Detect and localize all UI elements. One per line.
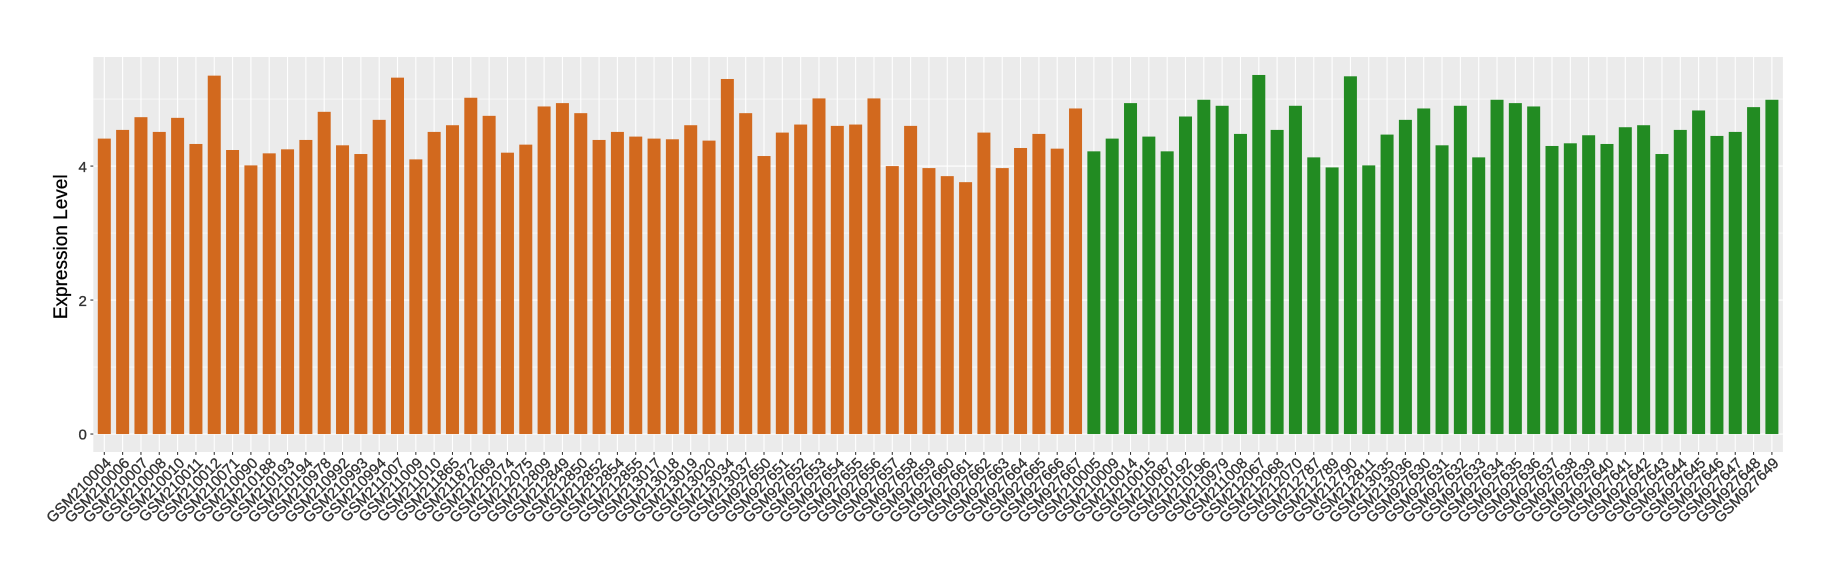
- svg-text:4: 4: [78, 159, 86, 176]
- svg-text:0: 0: [78, 427, 86, 444]
- svg-text:2: 2: [78, 293, 86, 310]
- svg-text:Expression Level: Expression Level: [51, 174, 72, 319]
